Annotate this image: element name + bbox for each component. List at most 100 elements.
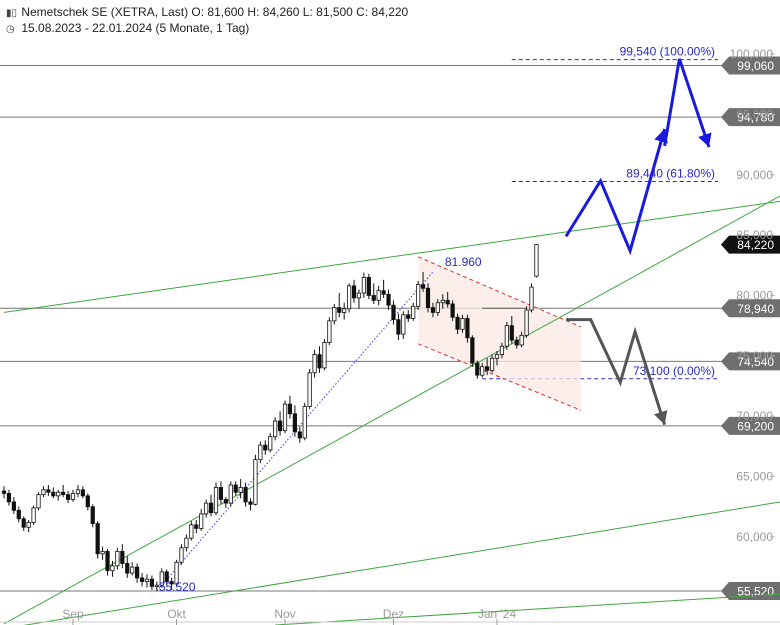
y-tick-label: 80,000 (736, 288, 773, 302)
level-tag-label: 99,060 (737, 59, 774, 73)
candlestick-icon: ▮▯ (6, 8, 18, 19)
candle-body (144, 578, 150, 582)
y-tick-label: 60,000 (736, 530, 773, 544)
candle-body (199, 513, 204, 529)
candle-body (411, 305, 416, 319)
y-tick-label: 95,000 (736, 107, 773, 121)
channel-fill (418, 256, 581, 411)
bull-scenario-path (564, 128, 667, 256)
y-tick-label: 100,000 (730, 47, 774, 61)
candle-body (189, 524, 194, 539)
candle-body (174, 561, 179, 585)
candle-body (277, 420, 283, 432)
clock-icon: ◷ (6, 24, 15, 35)
candle-body (61, 491, 66, 496)
candle-body (213, 487, 219, 514)
candle-body (371, 295, 376, 301)
candle-body (440, 299, 445, 304)
candle-body (51, 491, 56, 497)
candle-body (386, 293, 391, 306)
candle-body (396, 319, 401, 335)
candle-body (312, 354, 317, 374)
candle-body (450, 303, 455, 318)
candle-body (337, 307, 342, 313)
candle-body (75, 489, 81, 494)
candle-body (282, 403, 288, 432)
candle-body (435, 302, 440, 313)
candle-body (233, 484, 238, 493)
candle-body (248, 501, 253, 505)
candle-body (16, 509, 21, 520)
candles-layer (1, 244, 539, 591)
candle-body (406, 314, 411, 319)
candle-body (297, 431, 302, 439)
candle-body (287, 403, 293, 415)
price-annotation: 55.520 (159, 580, 196, 594)
candle-body (208, 502, 214, 514)
candle-body (11, 501, 16, 511)
candle-body (223, 499, 228, 504)
candle-body (169, 581, 174, 585)
candle-body (430, 307, 436, 313)
candle-body (346, 285, 352, 310)
candle-body (243, 487, 248, 503)
bear-scenario-path (566, 318, 667, 426)
instrument-ohlc-label: Nemetschek SE (XETRA, Last) O: 81,600 H:… (21, 5, 409, 19)
candle-body (425, 287, 431, 308)
candle-body (31, 507, 36, 523)
scenario-layer (564, 58, 712, 426)
candle-body (263, 444, 268, 451)
fib-level-label: 99,540 (100.00%) (620, 45, 715, 59)
candle-body (494, 354, 500, 359)
candle-body (125, 563, 130, 574)
y-tick-label: 65,000 (736, 470, 773, 484)
y-tick-label: 70,000 (736, 409, 773, 423)
level-tag-label: 74,540 (737, 355, 774, 369)
level-tag (721, 352, 780, 371)
candle-body (416, 284, 421, 307)
candle-body (401, 314, 406, 335)
x-tick-label: Dez (383, 607, 404, 621)
candle-body (470, 337, 475, 364)
chart-title-line: ▮▯ Nemetschek SE (XETRA, Last) O: 81,600… (6, 5, 408, 19)
candle-body (258, 444, 263, 461)
trendline (3, 200, 780, 313)
candle-body (135, 566, 140, 579)
candle-body (514, 339, 519, 346)
candle-body (445, 299, 450, 305)
candle-body (85, 495, 90, 508)
candle-body (179, 547, 184, 563)
x-tick-label: Jan '24 (478, 607, 517, 621)
candle-body (26, 522, 31, 528)
candle-body (460, 318, 465, 330)
trendline (3, 195, 780, 625)
candle-body (253, 459, 258, 505)
channel-layer (417, 256, 582, 411)
candle-body (361, 276, 366, 294)
channel-lower-line (417, 343, 581, 411)
candle-body (21, 518, 26, 528)
candle-body (268, 436, 273, 451)
candle-body (6, 493, 12, 503)
candle-body (489, 357, 495, 371)
candle-body (238, 487, 243, 493)
candle-body (90, 506, 95, 525)
candle-body (332, 307, 337, 322)
candle-body (475, 362, 480, 376)
candle-body (307, 372, 312, 407)
axis-layer: 60,000 65,000 70,000 75,000 80,000 85,000 90,0… (0, 47, 780, 625)
candle-body (480, 366, 485, 376)
candle-body (351, 285, 357, 299)
candle-body (529, 286, 534, 311)
trendline (23, 501, 780, 625)
candle-body (366, 276, 371, 296)
candle-body (420, 284, 426, 289)
trendline (275, 593, 780, 625)
candle-body (65, 494, 71, 500)
candle-body (376, 290, 381, 301)
candle-body (499, 345, 505, 356)
candle-body (519, 334, 524, 346)
horizontal-levels-layer: 99,06094,78078,94074,54069,20055,52084,2… (0, 45, 780, 600)
candle-body (317, 354, 322, 369)
